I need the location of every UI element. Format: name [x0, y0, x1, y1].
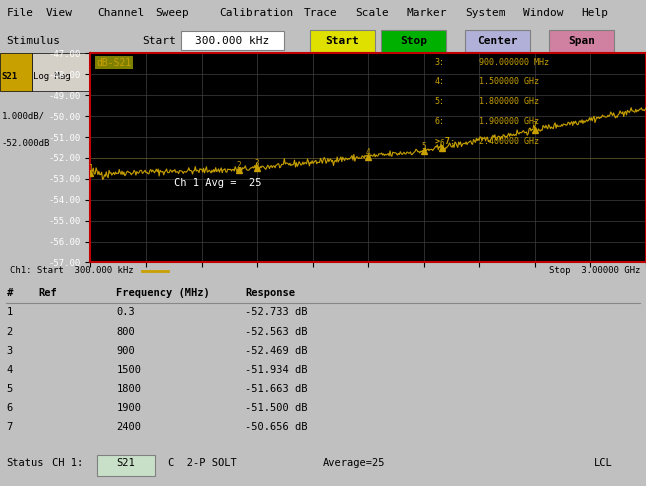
- Text: Window: Window: [523, 8, 564, 18]
- Text: 5:: 5:: [435, 97, 445, 106]
- Text: Help: Help: [581, 8, 609, 18]
- FancyBboxPatch shape: [549, 30, 614, 52]
- Text: -51.500 dB: -51.500 dB: [245, 402, 308, 413]
- Text: 800: 800: [116, 327, 135, 336]
- Text: System: System: [465, 8, 506, 18]
- Text: S21: S21: [116, 458, 136, 469]
- Text: 2.400000 GHz: 2.400000 GHz: [479, 137, 539, 146]
- Text: Channel: Channel: [97, 8, 144, 18]
- Text: 3:: 3:: [435, 58, 445, 67]
- Text: Ch 1 Avg =  25: Ch 1 Avg = 25: [174, 178, 261, 188]
- FancyBboxPatch shape: [0, 53, 32, 91]
- Text: Status: Status: [6, 458, 44, 469]
- FancyBboxPatch shape: [181, 31, 284, 50]
- Text: 1500: 1500: [116, 364, 141, 375]
- Text: 1.800000 GHz: 1.800000 GHz: [479, 97, 539, 106]
- Text: View: View: [45, 8, 72, 18]
- Text: 1: 1: [89, 164, 93, 174]
- Text: -52.733 dB: -52.733 dB: [245, 308, 308, 317]
- Text: 3: 3: [6, 346, 13, 355]
- Text: 6: 6: [6, 402, 13, 413]
- Text: Log Mag: Log Mag: [34, 72, 71, 81]
- Text: Frequency (MHz): Frequency (MHz): [116, 288, 210, 297]
- Text: CH 1:: CH 1:: [52, 458, 83, 469]
- Text: Stop: Stop: [400, 35, 427, 46]
- Text: Trace: Trace: [304, 8, 337, 18]
- Text: 2: 2: [236, 161, 241, 170]
- Text: Average=25: Average=25: [323, 458, 386, 469]
- Text: 1900: 1900: [116, 402, 141, 413]
- Text: 6:: 6:: [435, 117, 445, 126]
- FancyBboxPatch shape: [97, 455, 155, 476]
- Text: -52.000dB: -52.000dB: [2, 139, 50, 148]
- FancyBboxPatch shape: [310, 30, 375, 52]
- Text: 1.500000 GHz: 1.500000 GHz: [479, 77, 539, 87]
- Text: Ref: Ref: [39, 288, 57, 297]
- Text: Marker: Marker: [407, 8, 448, 18]
- Text: Ch1: Start  300.000 kHz: Ch1: Start 300.000 kHz: [10, 266, 133, 276]
- Text: File: File: [6, 8, 34, 18]
- Text: Span: Span: [568, 35, 595, 46]
- FancyBboxPatch shape: [32, 53, 90, 91]
- Text: Start: Start: [142, 35, 176, 46]
- Text: 1.900000 GHz: 1.900000 GHz: [479, 117, 539, 126]
- Text: 1.000dB/: 1.000dB/: [2, 112, 45, 121]
- Text: Start: Start: [326, 35, 359, 46]
- Text: 1: 1: [6, 308, 13, 317]
- Text: 2400: 2400: [116, 421, 141, 432]
- Text: -52.563 dB: -52.563 dB: [245, 327, 308, 336]
- Text: 7: 7: [6, 421, 13, 432]
- Text: -51.934 dB: -51.934 dB: [245, 364, 308, 375]
- Text: 3: 3: [255, 159, 260, 168]
- Text: 900: 900: [116, 346, 135, 355]
- Text: 0.3: 0.3: [116, 308, 135, 317]
- Text: #: #: [6, 288, 13, 297]
- Text: 5: 5: [421, 142, 426, 151]
- Text: -52.469 dB: -52.469 dB: [245, 346, 308, 355]
- Text: 4: 4: [6, 364, 13, 375]
- Text: 4:: 4:: [435, 77, 445, 87]
- Text: Center: Center: [477, 35, 517, 46]
- FancyBboxPatch shape: [465, 30, 530, 52]
- Text: C  2-P SOLT: C 2-P SOLT: [168, 458, 236, 469]
- Text: -51.663 dB: -51.663 dB: [245, 383, 308, 394]
- Text: Response: Response: [245, 288, 295, 297]
- Text: Scale: Scale: [355, 8, 389, 18]
- Text: Stop  3.00000 GHz: Stop 3.00000 GHz: [549, 266, 640, 276]
- Text: S21: S21: [2, 72, 18, 81]
- Text: Sweep: Sweep: [155, 8, 189, 18]
- Text: Calibration: Calibration: [220, 8, 294, 18]
- Text: 2: 2: [6, 327, 13, 336]
- Text: Stimulus: Stimulus: [6, 35, 61, 46]
- Text: > 7:: > 7:: [435, 137, 455, 146]
- Text: -50.656 dB: -50.656 dB: [245, 421, 308, 432]
- Text: dB-S21: dB-S21: [96, 58, 131, 68]
- Text: 6: 6: [440, 139, 444, 148]
- Text: 900.000000 MHz: 900.000000 MHz: [479, 58, 549, 67]
- FancyBboxPatch shape: [381, 30, 446, 52]
- Text: 4: 4: [366, 148, 371, 156]
- Text: LCL: LCL: [594, 458, 613, 469]
- Text: 7: 7: [532, 121, 537, 130]
- Text: 1800: 1800: [116, 383, 141, 394]
- Text: 300.000 kHz: 300.000 kHz: [196, 35, 269, 46]
- Text: 5: 5: [6, 383, 13, 394]
